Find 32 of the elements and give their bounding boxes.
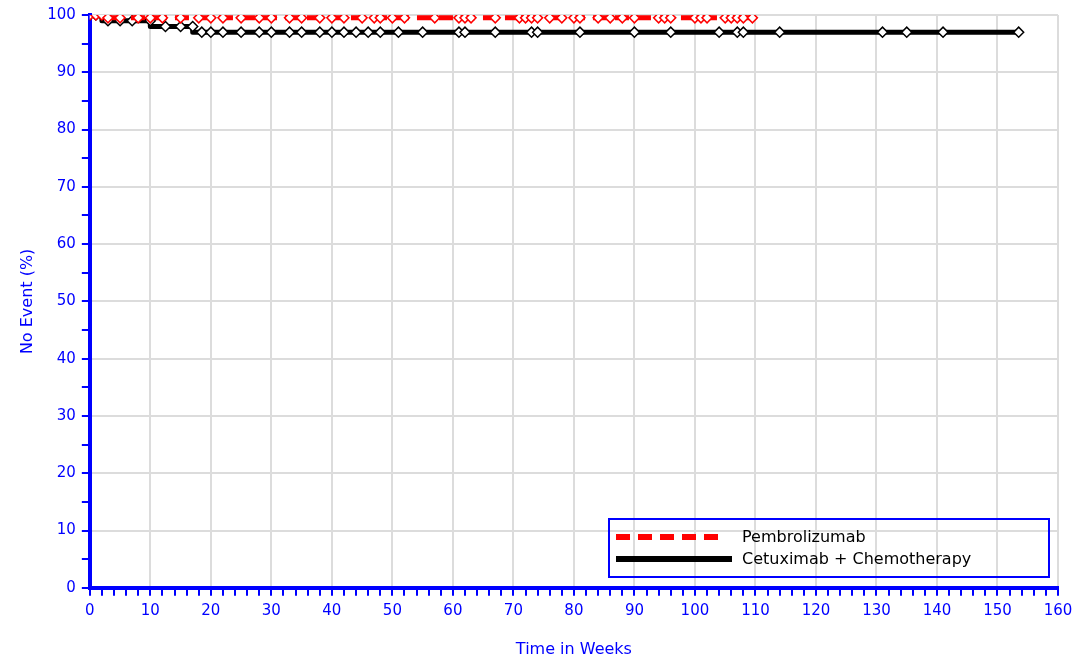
legend-label: Pembrolizumab bbox=[742, 527, 866, 547]
x-tick-label: 50 bbox=[382, 600, 402, 619]
x-tick-label: 130 bbox=[862, 600, 891, 619]
x-tick-label: 120 bbox=[801, 600, 831, 619]
y-tick-label: 80 bbox=[56, 119, 76, 138]
x-tick-label: 20 bbox=[201, 600, 221, 619]
x-tick-label: 150 bbox=[983, 600, 1012, 619]
x-tick-label: 100 bbox=[680, 600, 710, 619]
x-tick-label: 40 bbox=[322, 600, 342, 619]
x-tick-label: 80 bbox=[564, 600, 584, 619]
legend-label: Cetuximab + Chemotherapy bbox=[742, 549, 972, 569]
x-tick-label: 10 bbox=[140, 600, 160, 619]
y-tick-label: 30 bbox=[56, 405, 76, 424]
y-tick-label: 90 bbox=[56, 62, 76, 81]
x-axis-title: Time in Weeks bbox=[514, 638, 632, 658]
y-tick-label: 10 bbox=[56, 520, 76, 539]
y-axis-title: No Event (%) bbox=[16, 248, 36, 355]
x-tick-label: 30 bbox=[261, 600, 281, 619]
x-tick-label: 60 bbox=[443, 600, 463, 619]
y-tick-label: 100 bbox=[47, 4, 76, 23]
y-tick-label: 60 bbox=[56, 234, 76, 253]
y-tick-label: 40 bbox=[56, 348, 76, 367]
x-tick-label: 90 bbox=[624, 600, 644, 619]
y-tick-label: 0 bbox=[66, 577, 76, 596]
y-tick-label: 50 bbox=[56, 291, 76, 310]
x-tick-label: 140 bbox=[922, 600, 952, 619]
x-tick-label: 160 bbox=[1043, 600, 1073, 619]
x-tick-label: 110 bbox=[741, 600, 770, 619]
y-tick-label: 20 bbox=[56, 463, 76, 482]
x-tick-label: 70 bbox=[503, 600, 523, 619]
y-tick-label: 70 bbox=[56, 176, 76, 195]
x-tick-label: 0 bbox=[85, 600, 95, 619]
